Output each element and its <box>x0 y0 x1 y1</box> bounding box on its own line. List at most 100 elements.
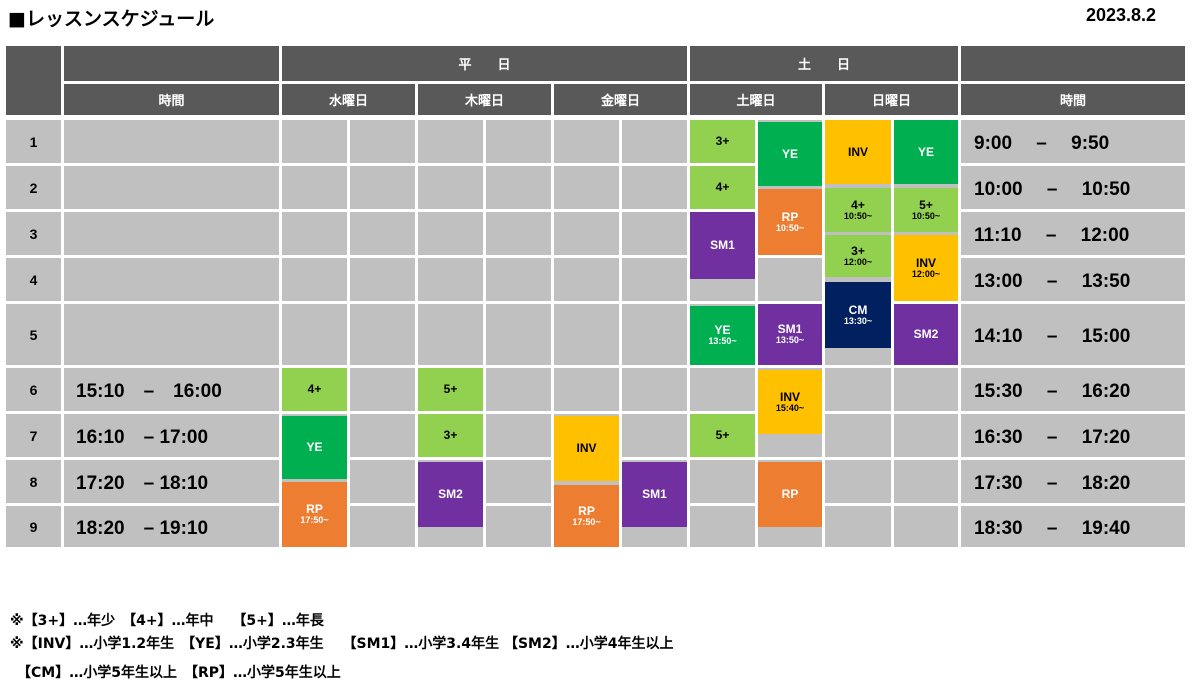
schedule-cell-empty <box>350 460 415 503</box>
lesson-time: 15:40~ <box>775 402 805 413</box>
lesson-block[interactable]: RP <box>758 462 822 527</box>
lesson-block[interactable]: YE <box>894 120 958 184</box>
schedule-cell-empty <box>894 506 958 547</box>
schedule-cell-empty <box>418 258 483 301</box>
schedule-cell-empty <box>282 258 347 301</box>
lesson-block[interactable]: 3+ <box>690 120 755 163</box>
lesson-block[interactable]: 3+ <box>418 414 483 457</box>
row-number: 6 <box>6 368 61 411</box>
time-cell-empty <box>64 258 279 301</box>
legend-line: 【CM】…小学5年生以上 【RP】…小学5年生以上 <box>10 665 341 681</box>
row-number: 9 <box>6 506 61 547</box>
lesson-block[interactable]: SM2 <box>894 304 958 365</box>
lesson-name: SM1 <box>710 238 735 253</box>
lesson-name: 5+ <box>443 382 458 397</box>
lesson-name: SM1 <box>642 487 667 502</box>
lesson-block[interactable]: INV <box>554 416 619 481</box>
schedule-cell-empty <box>418 120 483 163</box>
row-number: 2 <box>6 166 61 209</box>
schedule-cell-empty <box>486 120 551 163</box>
lesson-block[interactable]: YE <box>282 416 347 479</box>
schedule-cell-empty <box>622 166 687 209</box>
schedule-cell-empty <box>350 506 415 547</box>
lesson-block[interactable]: RP 10:50~ <box>758 189 822 255</box>
schedule-cell-empty <box>825 414 891 457</box>
lesson-name: 3+ <box>715 134 730 149</box>
schedule-cell-empty <box>554 212 619 255</box>
time-cell: 15:10 – 16:00 <box>64 368 279 411</box>
schedule-cell-empty <box>486 460 551 503</box>
lesson-block[interactable]: INV 15:40~ <box>758 370 822 434</box>
lesson-name: 3+ <box>443 428 458 443</box>
lesson-name: 4+ <box>715 180 730 195</box>
lesson-name: INV <box>915 255 936 270</box>
schedule-cell-empty <box>350 304 415 365</box>
time-cell: 16:30 – 17:20 <box>961 414 1185 457</box>
schedule-cell-empty <box>554 304 619 365</box>
schedule-cell-empty <box>350 368 415 411</box>
time-cell: 9:00 – 9:50 <box>961 120 1185 163</box>
lesson-time: 13:30~ <box>843 315 873 326</box>
row-number: 8 <box>6 460 61 503</box>
lesson-name: RP <box>578 503 595 518</box>
row-number: 4 <box>6 258 61 301</box>
lesson-block[interactable]: YE 13:50~ <box>690 306 755 365</box>
lesson-block[interactable]: SM1 13:50~ <box>758 304 822 365</box>
lesson-name: RP <box>306 502 323 517</box>
schedule-cell-empty <box>894 460 958 503</box>
schedule-cell-empty <box>554 368 619 411</box>
lesson-block[interactable]: 3+ 12:00~ <box>825 235 891 277</box>
lesson-time: 13:50~ <box>708 336 737 347</box>
schedule-cell-empty <box>350 212 415 255</box>
schedule-cell-empty <box>282 166 347 209</box>
lesson-name: 4+ <box>307 382 322 397</box>
schedule-cell-empty <box>282 120 347 163</box>
time-cell-empty <box>64 120 279 163</box>
time-cell: 10:00 – 10:50 <box>961 166 1185 209</box>
lesson-block[interactable]: 4+ 10:50~ <box>825 188 891 232</box>
lesson-name: YE <box>781 146 798 161</box>
header-sunday: 日曜日 <box>825 84 958 115</box>
time-cell: 18:20 – 19:10 <box>64 506 279 547</box>
lesson-time: 13:50~ <box>775 335 805 346</box>
schedule-cell-empty <box>486 368 551 411</box>
header-friday: 金曜日 <box>554 84 687 115</box>
schedule-cell-empty <box>486 166 551 209</box>
schedule-cell-empty <box>825 460 891 503</box>
lesson-name: 5+ <box>715 428 730 443</box>
legend-line: ※【3+】…年少 【4+】…年中 【5+】…年長 <box>10 613 324 629</box>
row-number: 7 <box>6 414 61 457</box>
lesson-block[interactable]: 5+ <box>690 414 755 457</box>
lesson-block[interactable]: INV <box>825 120 891 184</box>
lesson-name: INV <box>779 389 800 404</box>
schedule-cell-empty <box>825 368 891 411</box>
schedule-cell-empty <box>418 212 483 255</box>
schedule-cell-empty <box>894 414 958 457</box>
header-wednesday: 水曜日 <box>282 84 415 115</box>
lesson-block[interactable]: SM1 <box>622 462 687 527</box>
schedule-cell-empty <box>622 120 687 163</box>
schedule-cell-empty <box>622 258 687 301</box>
lesson-block[interactable]: RP 17:50~ <box>282 482 347 547</box>
lesson-block[interactable]: CM 13:30~ <box>825 282 891 348</box>
time-cell: 16:10 – 17:00 <box>64 414 279 457</box>
lesson-block[interactable]: INV 12:00~ <box>894 235 958 301</box>
lesson-name: INV <box>576 441 597 456</box>
header-weekend: 土 日 <box>690 46 958 81</box>
lesson-name: RP <box>781 487 799 502</box>
date-label: 2023.8.2 <box>1086 5 1157 25</box>
lesson-name: 4+ <box>851 197 865 212</box>
time-cell-empty <box>64 212 279 255</box>
lesson-block[interactable]: RP 17:50~ <box>554 485 619 547</box>
lesson-block[interactable]: 5+ 10:50~ <box>894 188 958 232</box>
schedule-cell-empty <box>622 212 687 255</box>
lesson-block[interactable]: 4+ <box>282 368 347 411</box>
lesson-block[interactable]: SM1 <box>690 212 755 279</box>
lesson-block[interactable]: SM2 <box>418 462 483 527</box>
row-number: 3 <box>6 212 61 255</box>
lesson-time: 12:00~ <box>843 256 873 267</box>
lesson-block[interactable]: 5+ <box>418 368 483 411</box>
lesson-block[interactable]: 4+ <box>690 166 755 209</box>
lesson-block[interactable]: YE <box>758 122 822 186</box>
schedule-cell-empty <box>486 212 551 255</box>
